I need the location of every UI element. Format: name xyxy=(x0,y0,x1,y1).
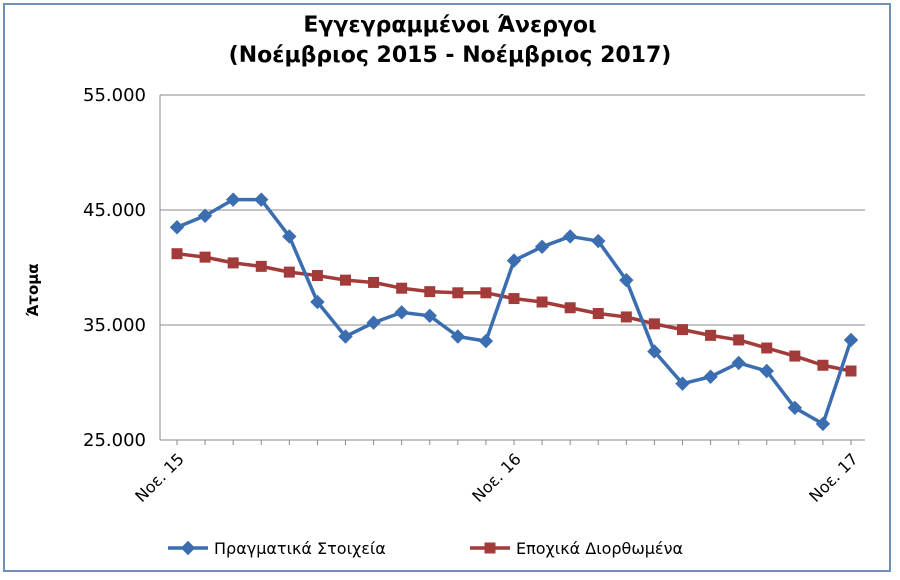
data-point xyxy=(227,257,239,269)
series-line xyxy=(176,197,853,426)
data-point xyxy=(171,248,183,260)
data-point xyxy=(733,334,745,346)
data-point xyxy=(366,315,381,330)
data-point xyxy=(282,229,297,244)
data-point xyxy=(647,344,662,359)
data-point xyxy=(787,400,803,416)
data-point xyxy=(396,282,408,294)
chart-title: Εγγεγραμμένοι Άνεργοι xyxy=(303,13,596,38)
data-point xyxy=(478,333,494,349)
series-layer xyxy=(169,192,859,432)
data-point xyxy=(648,318,660,330)
x-tick-label: Νοε. 15 xyxy=(131,449,188,506)
x-tick-label: Νοε. 16 xyxy=(468,449,525,506)
data-point xyxy=(675,376,690,391)
legend-label: Εποχικά Διορθωμένα xyxy=(516,539,683,558)
data-point xyxy=(310,294,325,310)
x-axis-ticks: Νοε. 15 Νοε. 16 Νοε. 17 xyxy=(131,440,862,506)
series-line xyxy=(176,251,852,373)
legend: Πραγματικά Στοιχεία Εποχικά Διορθωμένα xyxy=(168,539,683,558)
data-point xyxy=(591,233,606,249)
data-point xyxy=(197,208,213,223)
data-point xyxy=(677,324,688,336)
data-point xyxy=(620,311,632,323)
data-point xyxy=(255,260,267,272)
data-point xyxy=(562,229,578,244)
chart-subtitle: (Νοέμβριος 2015 - Νοέμβριος 2017) xyxy=(229,43,672,68)
data-point xyxy=(424,286,436,298)
data-point xyxy=(789,350,801,362)
data-point xyxy=(843,332,859,348)
legend-item-seasonal: Εποχικά Διορθωμένα xyxy=(470,539,683,558)
data-point xyxy=(508,293,520,305)
data-point xyxy=(340,274,351,286)
series-actual xyxy=(169,192,859,432)
data-point xyxy=(592,308,604,319)
data-point xyxy=(815,416,831,432)
data-point xyxy=(759,363,774,379)
data-point xyxy=(225,192,241,207)
data-point xyxy=(480,287,492,299)
data-point xyxy=(619,272,634,288)
chart-frame xyxy=(3,3,891,572)
data-point xyxy=(283,266,295,278)
legend-marker xyxy=(180,540,196,556)
data-point xyxy=(705,329,717,341)
data-point xyxy=(845,365,857,377)
y-axis-label: Άτομα xyxy=(24,263,42,316)
data-point xyxy=(422,308,437,324)
data-point xyxy=(817,359,829,371)
data-point xyxy=(703,369,718,384)
data-point xyxy=(534,239,550,255)
data-point xyxy=(452,287,464,299)
y-tick-label: 45.000 xyxy=(83,200,146,221)
y-tick-label: 55.000 xyxy=(83,85,146,106)
data-point xyxy=(450,329,466,344)
data-point xyxy=(338,329,353,344)
gridlines xyxy=(159,94,865,441)
data-point xyxy=(506,253,522,268)
data-point xyxy=(394,305,409,320)
series-seasonal xyxy=(171,248,857,377)
x-tick-label: Νοε. 17 xyxy=(805,449,862,506)
data-point xyxy=(311,270,323,282)
data-point xyxy=(169,220,185,235)
data-point xyxy=(731,355,746,371)
data-point xyxy=(536,296,548,308)
legend-item-actual: Πραγματικά Στοιχεία xyxy=(168,539,386,558)
legend-marker xyxy=(484,542,496,554)
data-point xyxy=(199,251,211,263)
data-point xyxy=(254,192,269,207)
data-point xyxy=(564,302,576,314)
data-point xyxy=(761,342,773,354)
legend-label: Πραγματικά Στοιχεία xyxy=(214,539,386,558)
y-axis-ticks: 25.000 35.000 45.000 55.000 xyxy=(83,85,146,451)
y-tick-label: 35.000 xyxy=(83,315,146,336)
data-point xyxy=(368,276,380,288)
y-tick-label: 25.000 xyxy=(83,430,146,451)
